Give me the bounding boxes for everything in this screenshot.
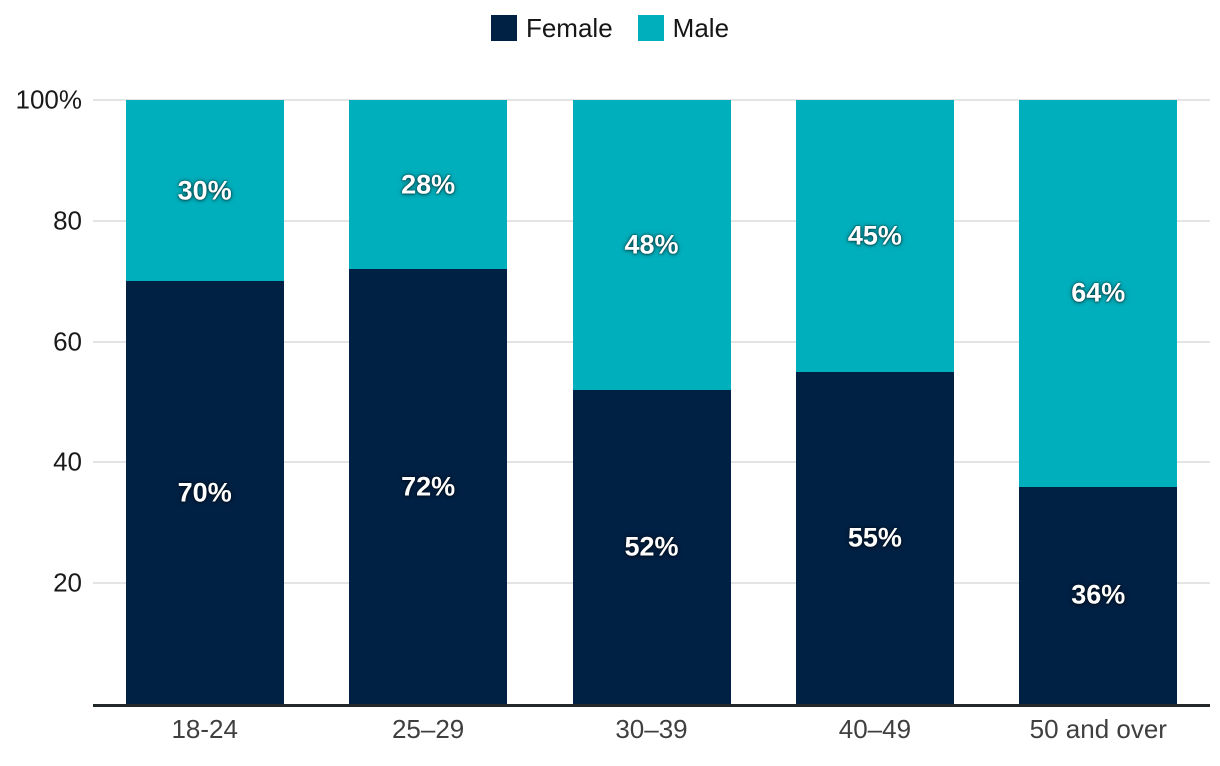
bar-value-label: 64%	[1071, 277, 1126, 308]
bar-value-label: 28%	[401, 169, 456, 200]
legend-swatch-male	[637, 15, 664, 41]
bar-segment-male	[795, 100, 954, 372]
bar-segment-female	[125, 281, 284, 704]
bar-segment-male	[349, 100, 508, 270]
bar-segment-female	[795, 371, 954, 704]
bar-segment-male	[1019, 100, 1178, 487]
y-axis-tick-label: 80	[53, 205, 82, 236]
bar-value-label: 36%	[1071, 579, 1126, 610]
bar-value-label: 55%	[847, 522, 902, 553]
x-axis-line	[93, 704, 1210, 707]
y-axis-tick-label: 100%	[15, 84, 83, 115]
chart-legend: Female Male	[0, 15, 1220, 41]
bar-segment-female	[349, 269, 508, 704]
bar-segment-female	[1019, 486, 1178, 704]
bar-value-label: 70%	[177, 477, 232, 508]
bar-value-label: 48%	[624, 229, 679, 260]
bar-value-label: 52%	[624, 531, 679, 562]
bar-value-label: 72%	[401, 471, 456, 502]
y-axis-tick-label: 20	[53, 567, 82, 598]
y-axis-tick-label: 60	[53, 326, 82, 357]
bar-value-label: 30%	[177, 175, 232, 206]
x-axis-category-label: 30–39	[615, 714, 688, 744]
x-axis-category-label: 25–29	[391, 714, 465, 744]
legend-item-female: Female	[490, 13, 613, 43]
legend-item-male: Male	[637, 13, 730, 43]
bar-segment-female	[572, 389, 731, 704]
legend-label-male: Male	[672, 13, 730, 43]
x-axis-category-label: 18-24	[171, 714, 238, 744]
legend-swatch-female	[490, 15, 517, 41]
bar-value-label: 45%	[847, 220, 902, 251]
x-axis-category-label: 50 and over	[1029, 714, 1167, 744]
y-axis-tick-label: 40	[53, 446, 82, 477]
legend-label-female: Female	[525, 13, 613, 43]
bar-segment-male	[572, 100, 731, 390]
x-axis-category-label: 40–49	[838, 714, 912, 744]
bar-segment-male	[125, 100, 284, 282]
